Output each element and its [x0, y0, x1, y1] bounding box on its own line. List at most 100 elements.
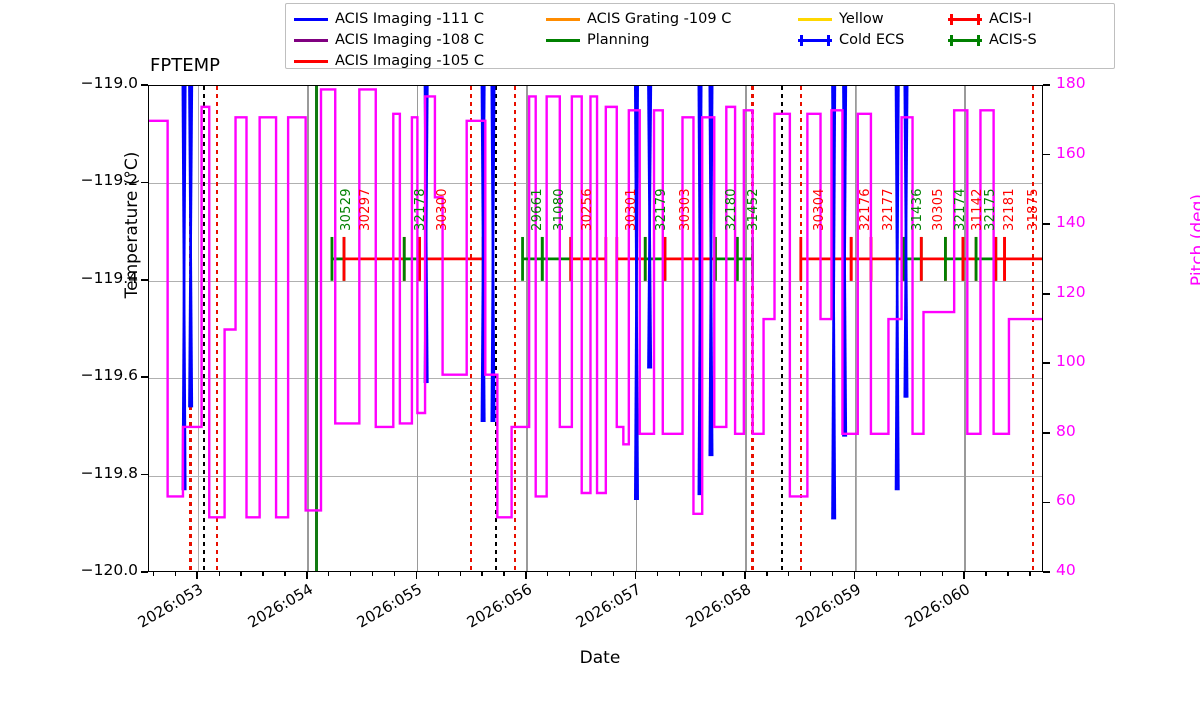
temperature-spike-11	[894, 86, 900, 491]
y-axis-right-tick-label: 160	[1056, 143, 1086, 162]
axis-tick-mark	[656, 572, 659, 576]
event-line-red-dotted	[513, 86, 517, 571]
event-line-red-dotted	[1031, 86, 1035, 571]
legend-item-planning[interactable]: Planning	[546, 30, 798, 51]
x-axis-tick-label: 2026:055	[354, 580, 426, 632]
legend-empty-cell	[798, 51, 948, 72]
legend-item-acis-s[interactable]: ACIS-S	[948, 30, 1108, 51]
legend-item-acis-imaging-108-c[interactable]: ACIS Imaging -108 C	[294, 30, 546, 51]
obsid-label-31436: 31436	[909, 188, 925, 231]
event-line-grey-solid	[854, 86, 857, 571]
axis-tick-mark	[437, 572, 439, 576]
legend-item-yellow[interactable]: Yellow	[798, 9, 948, 30]
obsid-label-31080: 31080	[551, 188, 567, 231]
axis-tick-mark	[371, 572, 374, 576]
event-line-grey-solid	[526, 86, 528, 571]
obsid-label-32179: 32179	[653, 188, 669, 231]
axis-tick-mark	[393, 572, 396, 576]
legend-item-cold-ecs[interactable]: Cold ECS	[798, 30, 948, 51]
temperature-spike-6	[647, 86, 653, 369]
legend-item-acis-imaging-105-c[interactable]: ACIS Imaging -105 C	[294, 51, 546, 72]
obsid-label-31452: 31452	[745, 188, 761, 231]
axis-tick-mark	[459, 572, 461, 576]
axis-tick-mark	[1043, 571, 1050, 573]
y-axis-right-tick-label: 40	[1056, 561, 1076, 579]
axis-tick-mark	[1043, 362, 1050, 365]
x-axis-tick-label: 2026:054	[244, 580, 316, 632]
axis-tick-mark	[1043, 223, 1050, 225]
obsid-label-32175: 32175	[983, 188, 999, 231]
temperature-spike-9	[831, 86, 837, 520]
obsid-label-30300: 30300	[434, 188, 450, 231]
axis-tick-mark	[744, 572, 746, 579]
axis-tick-mark	[174, 572, 177, 576]
obsid-label-30305: 30305	[930, 188, 946, 231]
temperature-spike-8	[708, 86, 714, 457]
legend-label: Yellow	[839, 11, 884, 28]
pitch-polyline	[149, 88, 1042, 519]
acis-imaging-111-trace	[181, 86, 909, 520]
axis-tick-mark	[1043, 432, 1050, 434]
legend-label: ACIS Imaging -111 C	[335, 11, 485, 28]
obsid-label-30297: 30297	[357, 188, 373, 231]
axis-tick-mark	[240, 572, 242, 576]
event-line-grey-solid	[307, 86, 309, 571]
grid-line-horizontal	[149, 378, 1042, 380]
axis-tick-mark	[415, 572, 418, 579]
legend-label: ACIS-S	[989, 32, 1037, 49]
line-swatch-icon	[546, 14, 580, 26]
axis-tick-mark	[350, 572, 352, 576]
legend-item-acis-grating-109-c[interactable]: ACIS Grating -109 C	[546, 9, 798, 30]
event-line-red-dotted	[469, 86, 473, 571]
plot-title: FPTEMP	[150, 55, 220, 76]
x-axis-tick-label: 2026:059	[792, 580, 864, 632]
y-axis-left-label: Temperature (°C)	[122, 151, 142, 299]
event-line-black-dotted	[780, 86, 784, 571]
legend-item-acis-i[interactable]: ACIS-I	[948, 9, 1108, 30]
temperature-spike-4	[490, 86, 496, 423]
axis-tick-mark	[196, 572, 199, 579]
axis-tick-mark	[503, 572, 505, 576]
grid-line-horizontal	[149, 183, 1042, 185]
event-line-red-dotted	[215, 86, 219, 571]
legend-label: ACIS Grating -109 C	[587, 11, 732, 28]
x-axis-tick-label: 2026:056	[463, 580, 535, 632]
line-swatch-icon	[798, 14, 832, 26]
event-line-green-solid	[315, 86, 318, 571]
axis-tick-mark	[875, 572, 878, 576]
axis-tick-mark	[1029, 572, 1031, 576]
obsid-label-32181: 32181	[1001, 188, 1017, 231]
y-axis-left-tick-label: −119.6	[80, 366, 138, 385]
obsid-label-30256: 30256	[580, 188, 596, 231]
x-axis-tick-label: 2026:053	[135, 580, 207, 632]
y-axis-left-tick-label: −119.8	[80, 463, 138, 482]
temperature-spike-10	[842, 86, 848, 437]
axis-tick-mark	[853, 572, 856, 579]
axis-tick-mark	[722, 572, 724, 576]
legend-item-acis-imaging-111-c[interactable]: ACIS Imaging -111 C	[294, 9, 546, 30]
plot-area[interactable]: 30529 30297 32178 30300 29661 31080 30256 30301…	[148, 85, 1043, 572]
y-axis-right-tick-label: 80	[1056, 421, 1076, 440]
temperature-spike-1	[188, 86, 194, 408]
y-axis-right-tick-label: 120	[1056, 282, 1086, 301]
axis-tick-mark	[141, 376, 148, 378]
event-line-grey-solid	[964, 86, 966, 571]
y-axis-right-tick-label: 100	[1056, 352, 1086, 371]
axis-tick-mark	[634, 572, 637, 579]
axis-tick-mark	[481, 572, 483, 576]
legend-label: ACIS Imaging -108 C	[335, 32, 485, 49]
axis-tick-mark	[306, 572, 308, 579]
axis-tick-mark	[141, 473, 148, 476]
axis-tick-mark	[1043, 84, 1050, 86]
axis-tick-mark	[766, 572, 768, 576]
obsid-label-32177: 32177	[881, 188, 897, 231]
axis-tick-mark	[1007, 572, 1009, 576]
axis-tick-mark	[1043, 153, 1050, 156]
y-axis-right-tick-label: 140	[1056, 213, 1086, 232]
y-axis-right-tick-label: 180	[1056, 74, 1086, 92]
legend-empty-cell	[948, 51, 1108, 72]
y-axis-right-tick-label: 60	[1056, 491, 1076, 510]
y-axis-left-tick-label: −120.0	[80, 561, 138, 579]
axis-tick-mark	[284, 572, 286, 576]
